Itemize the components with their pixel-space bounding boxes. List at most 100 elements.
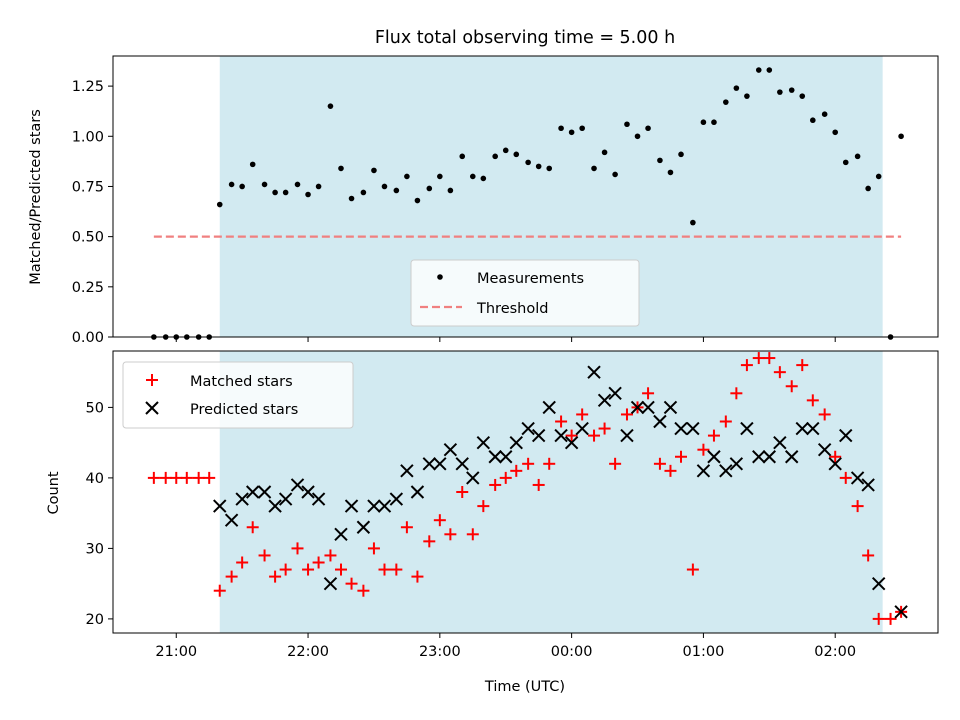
measurement-point [898, 133, 904, 140]
matched-star-point [510, 464, 523, 477]
predicted-star-point [894, 605, 908, 619]
matched-star-point [444, 528, 457, 541]
predicted-star-point [575, 421, 589, 436]
measurement-point [513, 151, 520, 158]
count-legend-box [122, 361, 354, 429]
matched-star-point [796, 359, 809, 372]
measurement-point [447, 187, 454, 194]
measurement-point [612, 171, 618, 178]
measurement-point [865, 185, 871, 192]
predicted-star-point [443, 442, 458, 457]
predicted-star-point [509, 435, 523, 450]
measurement-point [810, 117, 816, 124]
measurement-point [657, 157, 663, 164]
predicted-star-point [773, 435, 787, 450]
predicted-star-point [729, 457, 744, 471]
matched-star-point [675, 450, 688, 463]
count-y-tick-label: 50 [86, 400, 104, 416]
measurement-point [634, 133, 641, 140]
measurement-point [601, 149, 608, 156]
ratio-y-tick-label: 0.75 [72, 179, 104, 195]
measurement-point [261, 181, 268, 188]
matched-star-point [532, 478, 545, 491]
matched-star-point [686, 563, 699, 576]
matched-star-point [499, 471, 512, 484]
predicted-star-point [410, 485, 425, 499]
measurement-point [723, 99, 729, 105]
count-plot-frame [112, 350, 939, 634]
matched-star-point [324, 549, 337, 562]
matched-star-point [642, 387, 655, 400]
matched-star-point [806, 394, 819, 407]
measurement-point [777, 89, 783, 95]
legend-measurements-marker [437, 274, 443, 280]
measurement-point [678, 151, 684, 158]
measurement-point [294, 181, 301, 188]
measurement-point [700, 119, 707, 126]
chart-title: Flux total observing time = 5.00 h [375, 28, 675, 48]
measurement-point [502, 147, 509, 154]
matched-star-point [345, 577, 358, 590]
matched-star-point [334, 563, 347, 576]
matched-star-point [588, 429, 601, 442]
predicted-star-point [795, 421, 809, 436]
matched-star-point [707, 429, 720, 442]
predicted-star-point [476, 435, 491, 450]
matched-star-point [620, 408, 633, 421]
measurement-point [535, 163, 542, 170]
matched-star-point [279, 563, 292, 576]
predicted-star-point [785, 450, 799, 464]
predicted-star-point [707, 450, 721, 464]
matched-star-point [719, 415, 732, 428]
predicted-star-point [213, 499, 227, 513]
predicted-star-point [817, 442, 832, 457]
ratio-y-tick-label: 0.25 [72, 280, 104, 296]
measurement-point [744, 93, 750, 99]
predicted-star-point [521, 421, 535, 436]
measurement-point [667, 169, 674, 176]
measurement-point [305, 191, 311, 198]
matched-star-point [236, 556, 249, 569]
measurement-point [469, 173, 476, 180]
ratio-panel: Flux total observing time = 5.00 h 0.00 0… [28, 28, 939, 346]
matched-star-point [851, 500, 864, 513]
matched-star-point [433, 514, 446, 527]
matched-star-point [225, 570, 238, 583]
measurement-point [492, 153, 498, 160]
matched-star-point [213, 584, 226, 597]
matched-star-point [246, 521, 259, 534]
measurement-point [404, 173, 410, 180]
measurement-point [690, 219, 696, 226]
predicted-star-point [871, 576, 886, 591]
matched-star-point [609, 457, 622, 470]
measurement-point [371, 167, 377, 174]
ratio-plot-frame [112, 55, 939, 338]
x-tick-label: 21:00 [155, 644, 197, 660]
predicted-star-point [531, 428, 546, 443]
predicted-star-point [334, 527, 348, 542]
legend-predicted-marker [145, 401, 159, 415]
predicted-star-point [653, 414, 667, 429]
ratio-y-tick-label: 0.50 [72, 230, 104, 246]
measurement-point [381, 183, 388, 190]
predicted-star-point [806, 421, 820, 436]
measurement-point [821, 111, 828, 118]
ratio-legend-box [410, 259, 640, 327]
predicted-star-point [323, 576, 338, 591]
predicted-star-point [389, 492, 404, 506]
matched-star-point [170, 471, 183, 484]
matched-star-point [390, 563, 403, 576]
matched-star-point [477, 500, 490, 513]
measurement-point [393, 187, 400, 194]
predicted-star-point [861, 478, 875, 492]
matched-star-point [752, 352, 765, 365]
predicted-star-point [257, 485, 272, 499]
predicted-star-point [608, 386, 622, 401]
predicted-star-point [488, 450, 502, 464]
matched-star-point [555, 415, 568, 428]
measurement-point [624, 121, 630, 128]
ratio-y-tick-label: 1.00 [72, 129, 104, 145]
measurement-point [437, 173, 443, 180]
matched-star-point [884, 612, 897, 625]
